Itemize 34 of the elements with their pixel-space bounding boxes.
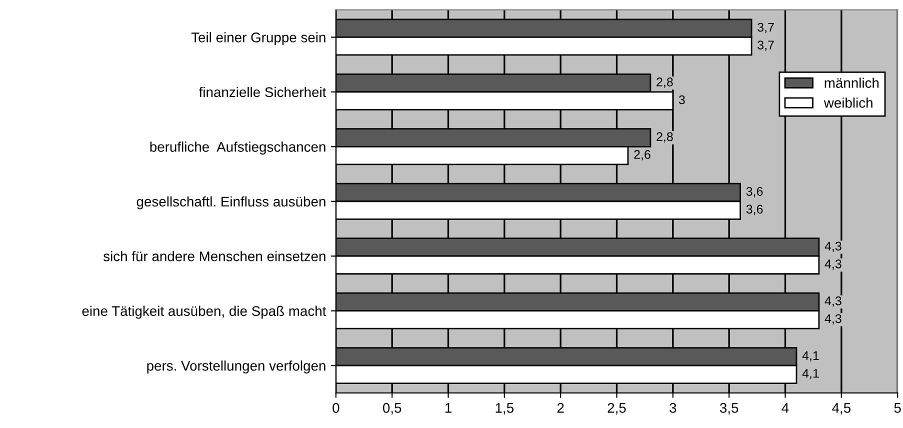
x-tick-label: 1,5	[496, 403, 514, 414]
data-label: 4,3	[824, 314, 842, 325]
data-label: 4,1	[802, 369, 819, 380]
data-label: 3,7	[758, 22, 774, 34]
data-label: 3	[678, 95, 685, 104]
data-label: 3,6	[746, 204, 763, 216]
data-label: 2,6	[634, 150, 650, 160]
data-label: 3,7	[758, 40, 774, 51]
data-label: 4,1	[802, 351, 819, 362]
x-tick-label: 0,5	[382, 402, 402, 414]
x-tick-label: 2	[557, 402, 564, 413]
data-label: 4,3	[824, 259, 842, 270]
x-tick-label: 3,5	[720, 402, 738, 414]
y-tick-label: eine Tätigkeit ausüben, die Spaß macht	[82, 306, 326, 319]
legend-label: weiblich	[824, 98, 872, 108]
x-tick-label: 4	[782, 403, 789, 413]
data-label: 4,3	[824, 296, 842, 307]
y-tick-label: finanzielle Sicherheit	[199, 86, 326, 98]
data-label: 3,6	[746, 186, 763, 198]
y-tick-label: pers. Vorstellungen verfolgen	[147, 360, 326, 374]
y-tick-label: sich für andere Menschen einsetzen	[103, 251, 326, 262]
y-tick-label: berufliche Aufstiegschancen	[150, 142, 326, 155]
data-label: 2,8	[656, 78, 673, 88]
y-tick-label: gesellschaftl. Einfluss ausüben	[136, 196, 326, 210]
data-label: 2,8	[656, 132, 673, 143]
x-tick-label: 4,5	[832, 403, 850, 414]
x-tick-label: 1	[445, 403, 452, 413]
x-tick-label: 0	[332, 402, 340, 413]
y-tick-label: Teil einer Gruppe sein	[191, 32, 326, 46]
x-tick-label: 5	[894, 403, 901, 413]
x-tick-label: 2,5	[608, 402, 626, 414]
x-tick-label: 3	[670, 402, 676, 413]
legend-label: männlich	[824, 78, 879, 88]
data-label: 4,3	[824, 242, 842, 252]
